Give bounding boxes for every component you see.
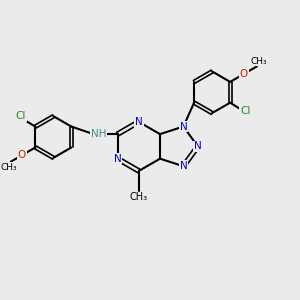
Text: N: N bbox=[179, 161, 187, 171]
Text: Cl: Cl bbox=[16, 111, 26, 121]
Text: N: N bbox=[194, 141, 202, 152]
Text: NH: NH bbox=[91, 129, 106, 139]
Text: O: O bbox=[240, 69, 248, 79]
Text: N: N bbox=[114, 154, 122, 164]
Text: CH₃: CH₃ bbox=[130, 193, 148, 202]
Text: N: N bbox=[179, 122, 187, 131]
Text: Cl: Cl bbox=[240, 106, 250, 116]
Text: CH₃: CH₃ bbox=[0, 163, 17, 172]
Text: O: O bbox=[18, 150, 26, 160]
Text: CH₃: CH₃ bbox=[250, 57, 267, 66]
Text: N: N bbox=[135, 117, 143, 127]
